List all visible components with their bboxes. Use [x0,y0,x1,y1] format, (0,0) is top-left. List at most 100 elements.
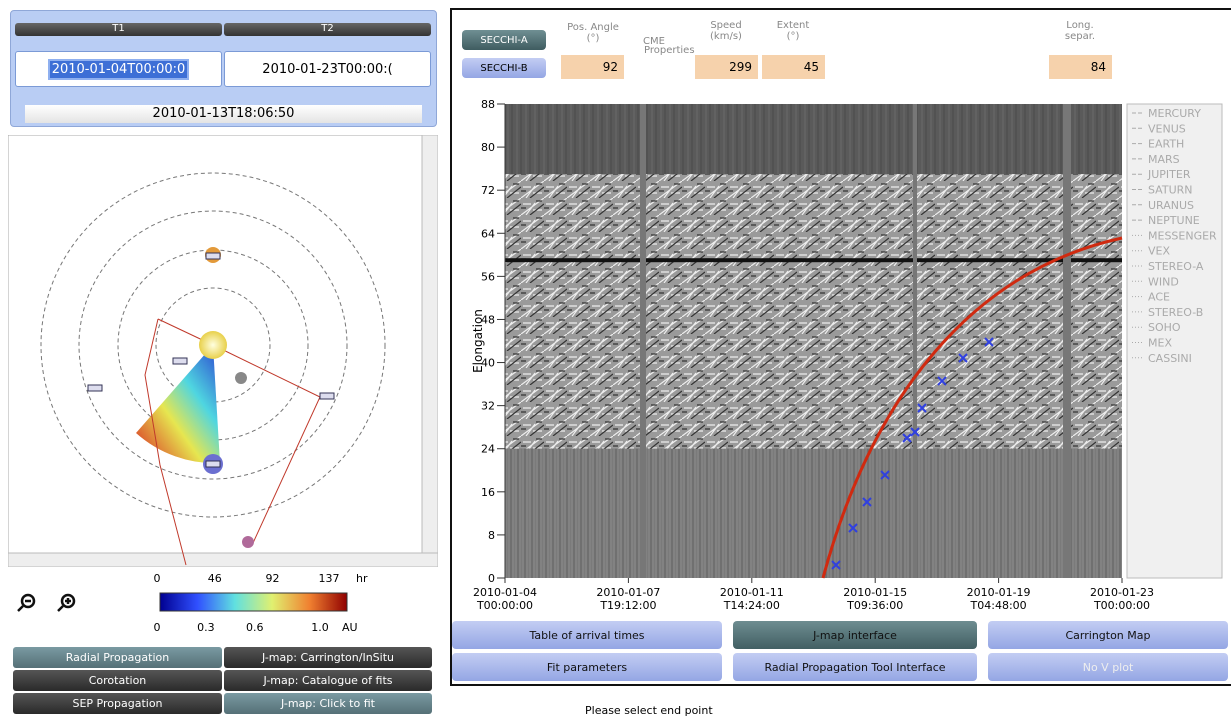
jmap-gap [1063,104,1071,578]
mode-button[interactable]: Radial Propagation [13,647,222,668]
jmap-band [505,258,1122,262]
time-tick-label: 137 [319,572,340,585]
x-tick-label: T00:00:00 [476,599,533,612]
jmap-gap [913,104,917,578]
dist-tick-label: 1.0 [311,621,329,634]
x-tick-label: 2010-01-07 [596,586,660,599]
tool-button[interactable]: Fit parameters [452,653,722,681]
legend-entry: SATURN [1148,184,1193,197]
label-line: (°) [763,31,823,42]
long-label: Long.separ. [1050,20,1110,42]
label-line: Extent [763,20,823,31]
t1-header: T1 [15,23,222,36]
legend-entry: MERCURY [1148,107,1201,120]
t2-input[interactable]: 2010-01-23T00:00:( [224,51,431,87]
jmap-bg [505,449,1122,578]
pos-angle-value[interactable]: 92 [561,55,624,79]
time-tick-label: 92 [266,572,280,585]
legend-entry: WIND [1148,275,1179,288]
long-separ-value[interactable]: 84 [1049,55,1112,79]
colorbar: 0 46 92 137 hr 0 0.3 0.6 1.0 AU [0,568,440,638]
legend-entry: MARS [1148,153,1180,166]
y-tick-label: 16 [481,486,495,499]
legend-entry: VEX [1148,245,1170,258]
label-line: (km/s) [696,31,756,42]
t1-input[interactable]: 2010-01-04T00:00:0 [15,51,222,87]
legend-entry: STEREO-B [1148,306,1203,319]
y-tick-label: 32 [481,400,495,413]
y-tick-label: 0 [488,572,495,585]
tool-button[interactable]: Radial Propagation Tool Interface [733,653,977,681]
label-line: Pos. Angle [560,22,626,33]
legend-entry: VENUS [1148,122,1186,135]
status-text: Please select end point [585,704,713,717]
mode-button[interactable]: J-map: Click to fit [224,693,432,714]
tool-button[interactable]: J-map interface [733,621,977,649]
legend-entry: MESSENGER [1148,229,1217,242]
t2-header: T2 [224,23,431,36]
tool-button[interactable]: Carrington Map [988,621,1228,649]
x-tick-label: T09:36:00 [846,599,903,612]
legend-entry: EARTH [1148,138,1184,151]
tool-button[interactable]: Table of arrival times [452,621,722,649]
orbit-view [8,135,438,567]
legend-entry: URANUS [1148,199,1194,212]
extent-value[interactable]: 45 [762,55,825,79]
jmap-chart: 0816243240485664728088Elongation2010-01-… [452,96,1231,616]
label-line: separ. [1050,31,1110,42]
pos-angle-label: Pos. Angle(°) [560,22,626,44]
mode-button[interactable]: Corotation [13,670,222,691]
label-line: Long. [1050,20,1110,31]
x-tick-label: 2010-01-04 [473,586,537,599]
current-time: 2010-01-13T18:06:50 [25,105,422,123]
secchi-b[interactable]: SECCHI-B [462,58,546,78]
y-tick-label: 88 [481,98,495,111]
legend-entry: STEREO-A [1148,260,1204,273]
dist-tick-label: 0 [154,621,161,634]
x-tick-label: 2010-01-23 [1090,586,1154,599]
mode-button[interactable]: J-map: Carrington/InSitu [224,647,432,668]
app: T1 T2 2010-01-04T00:00:0 2010-01-23T00:0… [0,0,1231,720]
x-tick-label: 2010-01-11 [720,586,784,599]
x-tick-label: T04:48:00 [970,599,1027,612]
speed-label: Speed(km/s) [696,20,756,42]
x-tick-label: T14:24:00 [723,599,780,612]
y-tick-label: 72 [481,184,495,197]
legend-entry: SOHO [1148,321,1181,334]
label-line: Properties [644,45,684,56]
time-unit: hr [356,572,368,585]
jmap-bg [505,174,1122,449]
label-line: (°) [560,33,626,44]
label-line: Speed [696,20,756,31]
x-tick-label: T00:00:00 [1093,599,1150,612]
legend-entry: MEX [1148,337,1172,350]
tool-button[interactable]: No V plot [988,653,1228,681]
mode-button[interactable]: SEP Propagation [13,693,222,714]
speed-value[interactable]: 299 [695,55,758,79]
time-panel: T1 T2 2010-01-04T00:00:0 2010-01-23T00:0… [10,10,437,127]
y-tick-label: 80 [481,141,495,154]
x-tick-label: 2010-01-19 [967,586,1031,599]
mode-button[interactable]: J-map: Catalogue of fits [224,670,432,691]
legend-entry: ACE [1148,291,1170,304]
legend-entry: NEPTUNE [1148,214,1200,227]
legend-entry: JUPITER [1147,168,1191,181]
x-tick-label: T19:12:00 [599,599,656,612]
x-tick-label: 2010-01-15 [843,586,907,599]
y-axis-label: Elongation [471,309,485,373]
time-tick-label: 0 [154,572,161,585]
secchi-a[interactable]: SECCHI-A [462,30,546,50]
dist-tick-label: 0.6 [246,621,264,634]
dist-unit: AU [342,621,358,634]
y-tick-label: 64 [481,227,495,240]
extent-label: Extent(°) [763,20,823,42]
jmap-gap [640,104,646,578]
legend-entry: CASSINI [1148,352,1192,365]
t1-value: 2010-01-04T00:00:0 [50,61,188,78]
y-tick-label: 56 [481,270,495,283]
y-tick-label: 24 [481,443,495,456]
y-tick-label: 8 [488,529,495,542]
dist-tick-label: 0.3 [197,621,215,634]
time-tick-label: 46 [208,572,222,585]
